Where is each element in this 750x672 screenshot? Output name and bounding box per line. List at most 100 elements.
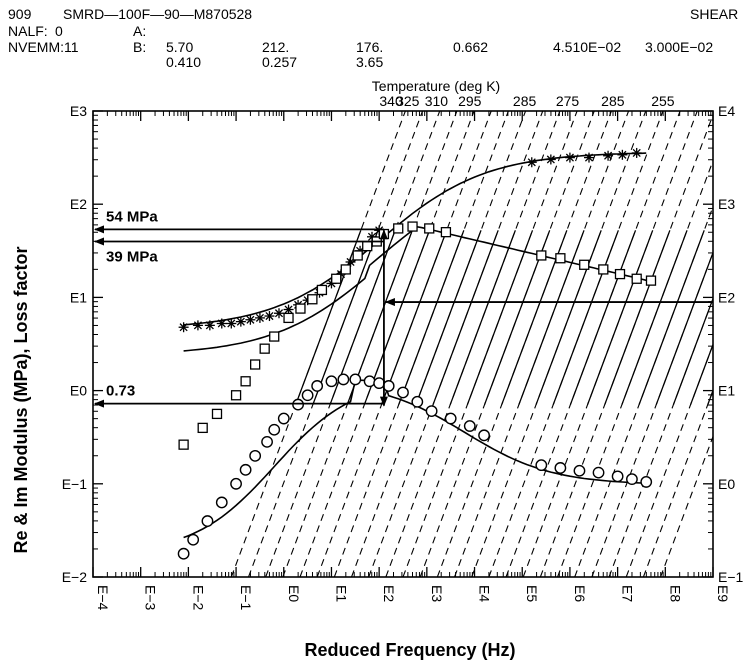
isotherm-dashed bbox=[642, 390, 714, 578]
square-marker bbox=[555, 253, 566, 264]
header-b-value-4: 0.662 bbox=[453, 39, 488, 55]
circle-marker bbox=[277, 412, 290, 425]
x-tick-label: E1 bbox=[333, 585, 349, 602]
isotherm-solid bbox=[586, 230, 654, 405]
asterisk-marker bbox=[526, 157, 537, 168]
asterisk-marker bbox=[216, 318, 227, 329]
circle-marker bbox=[337, 373, 350, 386]
circle-marker bbox=[239, 463, 252, 476]
isotherms-dashed bbox=[230, 110, 714, 578]
isotherm-dashed bbox=[402, 110, 578, 578]
asterisk-marker bbox=[235, 316, 246, 327]
x-tick-label: E−2 bbox=[190, 585, 206, 611]
x-tick-label: E0 bbox=[286, 585, 302, 602]
header-row1-id: 909 bbox=[8, 6, 32, 22]
header-row4-value-1: 0.410 bbox=[166, 54, 201, 70]
circle-marker bbox=[177, 547, 190, 560]
square-marker bbox=[295, 303, 306, 314]
isotherm-label: 285 bbox=[513, 93, 537, 109]
circle-marker bbox=[230, 477, 242, 490]
isotherm-label: 285 bbox=[601, 93, 625, 109]
square-marker bbox=[340, 264, 351, 275]
square-marker bbox=[197, 422, 208, 434]
x-tick-label: E7 bbox=[620, 585, 636, 602]
asterisk-marker bbox=[617, 149, 628, 160]
header-row1-dataset: SMRD—100F—90—M870528 bbox=[63, 6, 252, 22]
circle-marker bbox=[268, 423, 281, 436]
isotherm-solid bbox=[672, 298, 714, 405]
asterisk-marker bbox=[254, 312, 265, 323]
top-axis-label: Temperature (deg K) bbox=[372, 78, 500, 94]
isotherm-label: 310 bbox=[425, 93, 449, 109]
circle-marker bbox=[215, 496, 228, 509]
isotherm-solid bbox=[552, 230, 619, 405]
isotherm-dashed bbox=[368, 110, 544, 578]
isotherm-dashed bbox=[522, 110, 698, 578]
circle-marker bbox=[187, 533, 200, 546]
isotherm-solid bbox=[690, 344, 714, 405]
isotherm-dashed bbox=[608, 298, 714, 578]
square-marker bbox=[424, 223, 435, 234]
asterisk-marker bbox=[274, 308, 284, 319]
header-row1-mode: SHEAR bbox=[690, 6, 738, 22]
y-right-tick-label: E−1 bbox=[718, 569, 744, 585]
header-row4-value-2: 0.257 bbox=[262, 54, 297, 70]
isotherm-solid bbox=[312, 230, 379, 405]
isotherm-dashed bbox=[488, 110, 664, 578]
y-right-tick-label: E3 bbox=[718, 196, 735, 212]
isotherm-solid bbox=[380, 230, 448, 405]
y-right-tick-label: E1 bbox=[718, 383, 735, 399]
isotherm-dashed bbox=[454, 110, 630, 578]
isotherm-solid bbox=[655, 252, 714, 405]
y-left-tick-label: E−1 bbox=[62, 476, 88, 492]
header-b-value-6: 3.000E−02 bbox=[645, 39, 713, 55]
asterisk-marker bbox=[564, 152, 575, 163]
circle-marker bbox=[261, 435, 273, 448]
x-tick-label: E−3 bbox=[143, 585, 159, 611]
imag-modulus-curve bbox=[183, 225, 647, 352]
circle-marker bbox=[349, 373, 362, 386]
circle-marker bbox=[535, 459, 548, 472]
isotherm-dashed bbox=[660, 436, 714, 578]
header-row4-value-3: 3.65 bbox=[356, 54, 383, 70]
square-marker bbox=[579, 259, 590, 270]
square-marker bbox=[240, 376, 251, 387]
isotherm-solid bbox=[449, 230, 516, 405]
isotherm-solid bbox=[569, 230, 637, 405]
circle-marker bbox=[640, 476, 653, 488]
circle-marker bbox=[382, 380, 395, 392]
header-a-label: A: bbox=[133, 23, 146, 39]
circle-marker bbox=[373, 377, 386, 390]
isotherm-dashed bbox=[333, 110, 509, 578]
square-marker bbox=[178, 439, 189, 450]
y-left-tick-label: E1 bbox=[70, 289, 87, 305]
asterisk-marker bbox=[226, 318, 237, 329]
square-marker bbox=[283, 312, 294, 324]
isotherm-dashed bbox=[436, 110, 612, 578]
square-marker bbox=[407, 221, 418, 232]
y-right-tick-label: E2 bbox=[718, 289, 735, 305]
readout-label: 39 MPa bbox=[106, 248, 158, 265]
axis-ticks: E−4 E−3 E−2 E−1 E0 E1 E2 E3 E4 E5 E6 E7 E8 E9 E−2 E−1 E0… bbox=[62, 103, 744, 611]
square-marker bbox=[352, 250, 363, 261]
y-left-tick-label: E3 bbox=[70, 103, 87, 119]
asterisk-marker bbox=[631, 147, 642, 158]
square-marker bbox=[393, 223, 404, 234]
isotherm-dashed bbox=[471, 110, 647, 578]
isotherm-solid bbox=[415, 230, 482, 405]
plot-frame bbox=[92, 110, 714, 578]
y-right-tick-label: E0 bbox=[718, 476, 735, 492]
square-marker bbox=[614, 268, 626, 280]
isotherm-solid bbox=[535, 230, 602, 405]
circle-marker bbox=[626, 473, 638, 486]
circle-marker bbox=[611, 470, 624, 483]
square-marker bbox=[631, 273, 642, 284]
circle-marker bbox=[301, 389, 314, 402]
isotherm-dashed bbox=[505, 110, 681, 578]
isotherm-dashed bbox=[265, 110, 441, 578]
circle-marker bbox=[573, 464, 586, 477]
header-nalf-label: NALF: bbox=[8, 23, 48, 39]
